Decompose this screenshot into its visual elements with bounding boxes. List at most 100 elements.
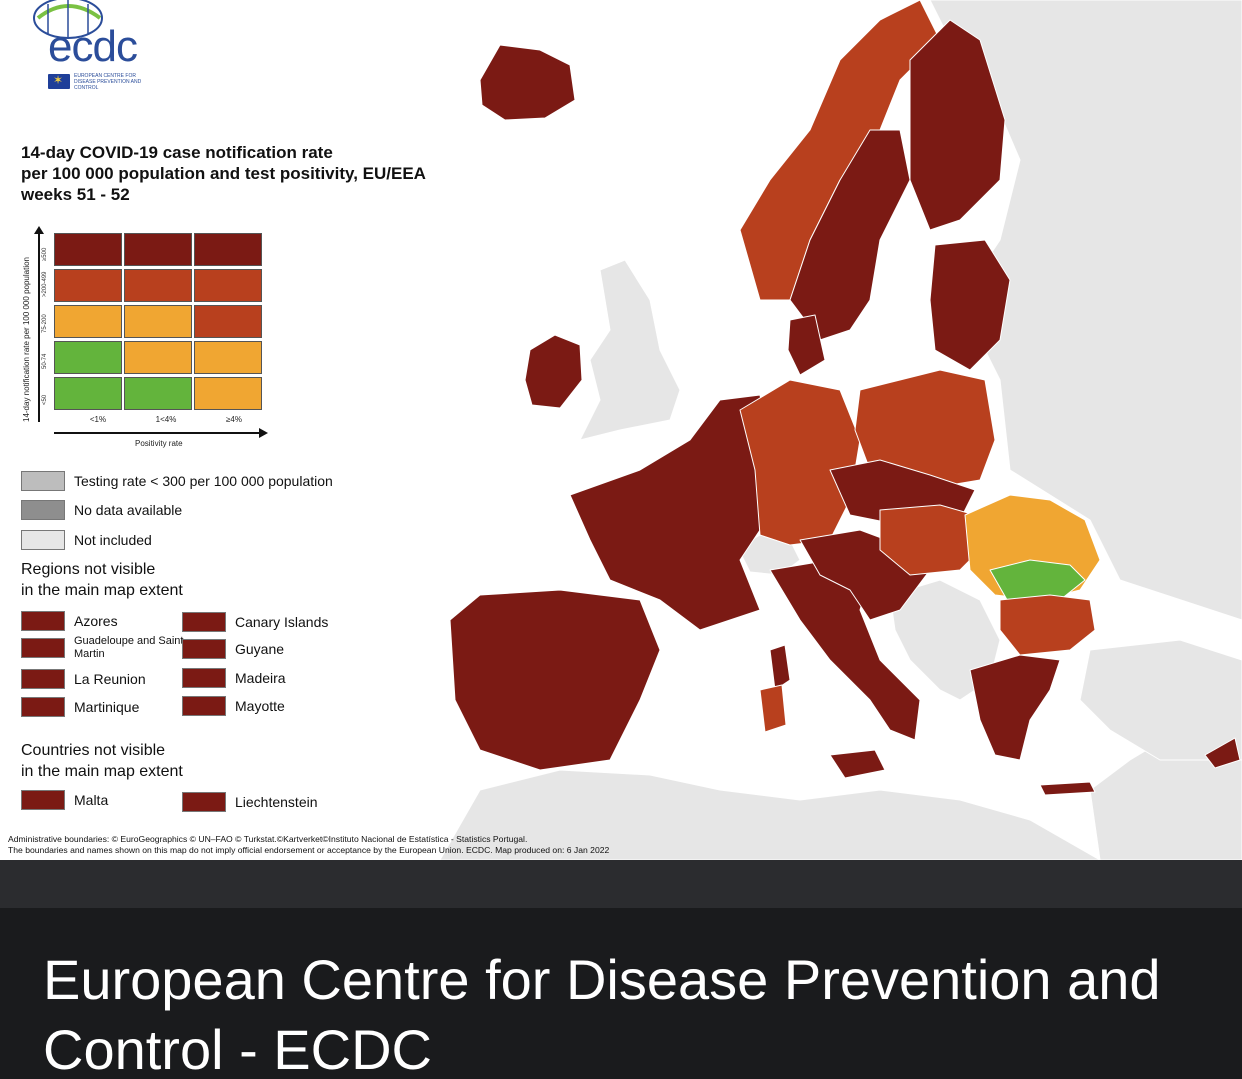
legend-swatch <box>21 790 65 810</box>
legend-region-martinique: Martinique <box>21 696 139 718</box>
legend-region-mayotte: Mayotte <box>182 695 285 717</box>
caption-separator <box>0 860 1242 908</box>
footer-line-2: The boundaries and names shown on this m… <box>8 845 610 855</box>
regions-heading-line-2: in the main map extent <box>21 582 183 599</box>
legend-label: La Reunion <box>74 671 146 687</box>
legend-region-guyane: Guyane <box>182 638 284 660</box>
matrix-cell <box>124 341 192 374</box>
title-line-3: weeks 51 - 52 <box>21 185 130 204</box>
logo-subtitle: EUROPEAN CENTRE FOR DISEASE PREVENTION A… <box>74 73 142 91</box>
map-title: 14-day COVID-19 case notification rate p… <box>21 142 501 205</box>
legend-region-la-reunion: La Reunion <box>21 668 146 690</box>
legend-swatch <box>21 500 65 520</box>
finland <box>909 19 1006 231</box>
legend-country-malta: Malta <box>21 789 108 811</box>
corsica <box>759 684 787 733</box>
link-caption-bar[interactable]: European Centre for Disease Prevention a… <box>0 908 1242 1079</box>
legend-label: Not included <box>74 532 152 548</box>
col-label-low: <1% <box>89 415 107 424</box>
matrix-row-label: >200-499 <box>42 271 48 297</box>
legend-label: Mayotte <box>235 698 285 714</box>
matrix-row-label: 75-200 <box>42 314 48 333</box>
europe-map <box>439 0 1242 860</box>
footer-line-1: Administrative boundaries: © EuroGeograp… <box>8 834 528 844</box>
legend-label: Testing rate < 300 per 100 000 populatio… <box>74 473 333 489</box>
not-included-uk <box>579 259 681 441</box>
iberia <box>449 589 661 771</box>
legend-label: Canary Islands <box>235 614 329 630</box>
title-line-2: per 100 000 population and test positivi… <box>21 164 426 183</box>
matrix-cell <box>194 377 262 410</box>
regions-heading-line-1: Regions not visible <box>21 561 156 578</box>
sardinia <box>769 644 791 691</box>
legend-swatch <box>182 792 226 812</box>
logo-wordmark: ecdc <box>48 22 138 71</box>
poland <box>854 369 996 491</box>
matrix-row-label: <50 <box>42 394 48 405</box>
countries-heading-line-1: Countries not visible <box>21 742 166 759</box>
legend-swatch <box>21 471 65 491</box>
legend-label: Azores <box>74 613 118 629</box>
matrix-cell <box>54 269 122 302</box>
col-label-high: ≥4% <box>226 415 242 424</box>
germany <box>739 379 861 546</box>
france-benelux <box>569 394 771 631</box>
legend-no-data: No data available <box>21 499 182 521</box>
col-label-mid: 1<4% <box>155 415 177 424</box>
matrix-cell <box>124 305 192 338</box>
legend-label: Liechtenstein <box>235 794 318 810</box>
legend-not-included: Not included <box>21 529 152 551</box>
matrix-cell <box>194 341 262 374</box>
title-line-1: 14-day COVID-19 case notification rate <box>21 143 333 162</box>
matrix-cell <box>194 305 262 338</box>
x-axis-arrow <box>54 428 268 438</box>
not-included-turkey-area <box>1079 639 1242 761</box>
legend-swatch <box>21 530 65 550</box>
cyprus <box>1204 737 1241 769</box>
countries-heading-line-2: in the main map extent <box>21 763 183 780</box>
legend-testing-rate: Testing rate < 300 per 100 000 populatio… <box>21 470 333 492</box>
legend-swatch <box>21 638 65 658</box>
map-footer: Administrative boundaries: © EuroGeograp… <box>8 834 609 856</box>
legend-label: Guyane <box>235 641 285 657</box>
y-axis-arrow <box>34 226 44 422</box>
globe-icon <box>33 0 103 39</box>
legend-label: Madeira <box>235 670 286 686</box>
not-included-africa <box>439 769 1101 860</box>
ecdc-logo: ecdc EUROPEAN CENTRE FOR DISEASE PREVENT… <box>22 0 152 95</box>
caption-title[interactable]: European Centre for Disease Prevention a… <box>43 948 1161 1079</box>
matrix-cell <box>54 305 122 338</box>
legend-region-azores: Azores <box>21 610 118 632</box>
eu-flag-icon <box>48 73 70 89</box>
legend-label: Guadeloupe and Saint Martin <box>74 635 184 660</box>
legend-label: Malta <box>74 792 109 808</box>
map-card: ecdc EUROPEAN CENTRE FOR DISEASE PREVENT… <box>0 0 1242 860</box>
legend-swatch <box>21 697 65 717</box>
legend-region-guadeloupe: Guadeloupe and Saint Martin <box>21 635 184 660</box>
legend-swatch <box>21 669 65 689</box>
regions-heading: Regions not visible in the main map exte… <box>21 559 241 601</box>
countries-heading: Countries not visible in the main map ex… <box>21 740 241 782</box>
matrix-cell <box>54 377 122 410</box>
legend-swatch <box>182 639 226 659</box>
legend-region-canary-islands: Canary Islands <box>182 611 328 633</box>
legend-label: No data available <box>74 502 183 518</box>
greece <box>969 654 1061 761</box>
legend-country-liechtenstein: Liechtenstein <box>182 791 318 813</box>
matrix-cell <box>194 269 262 302</box>
x-axis-title: Positivity rate <box>135 439 183 448</box>
ireland <box>524 334 583 409</box>
matrix-cell <box>124 233 192 266</box>
legend-swatch <box>21 611 65 631</box>
iceland <box>479 44 576 121</box>
legend-swatch <box>182 612 226 632</box>
matrix-cell <box>124 377 192 410</box>
denmark <box>787 314 826 376</box>
y-axis-title: 14-day notification rate per 100 000 pop… <box>22 256 31 422</box>
legend-swatch <box>182 668 226 688</box>
sicily <box>829 749 886 779</box>
matrix-cell <box>54 341 122 374</box>
baltics <box>929 239 1011 371</box>
legend-region-madeira: Madeira <box>182 667 286 689</box>
matrix-cell <box>124 269 192 302</box>
